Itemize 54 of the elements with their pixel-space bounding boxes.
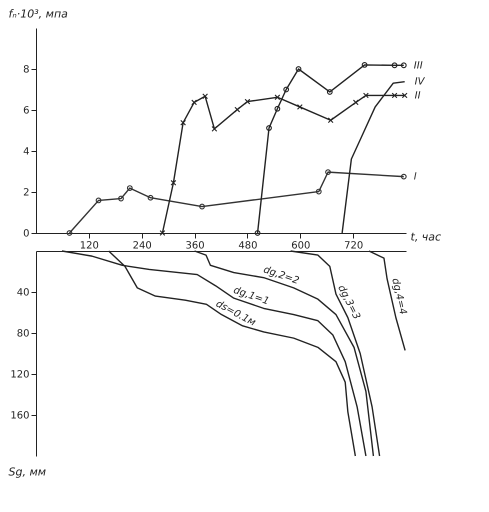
point [274,106,280,112]
point [402,92,408,98]
y-tick-label: 4 [23,146,30,158]
point [160,230,166,236]
point [352,100,359,106]
point [180,120,186,126]
point [244,98,250,104]
x-tick-label: 240 [132,240,152,252]
y-tick-label: 160 [10,410,30,422]
y-axis-title: fₙ·10³, мпа [8,8,68,20]
x-tick-label: 480 [238,240,258,252]
x-axis-title: t, час [410,230,442,244]
point [126,185,133,191]
point [96,198,102,204]
point [283,86,290,92]
point [316,188,322,194]
text: dg,4=4 [389,277,408,316]
point [212,126,218,132]
point [325,169,331,176]
y-tick-label: 6 [23,106,30,116]
point [363,92,369,98]
y-tick-label: 40 [16,288,30,298]
point [326,89,333,95]
point [392,62,398,68]
point [202,93,208,100]
series-label: II [414,90,421,102]
series-label: III [414,60,423,72]
x-tick-label: 600 [291,240,310,252]
point [266,125,272,131]
text: dg,2=2 [262,264,300,287]
text: dg,1=1 [232,284,270,308]
point [148,194,154,201]
point [328,117,334,124]
point [274,94,280,100]
x-tick-label: 360 [186,240,205,252]
point [362,62,368,68]
x-tick-label: 720 [344,240,364,252]
point [191,100,198,106]
series-label: IV [414,76,426,88]
series-label: I [414,172,417,183]
y-axis-title: Sg, мм [8,466,46,478]
y-tick-label: 120 [10,370,30,380]
y-tick-label: 2 [23,188,30,198]
y-tick-label: 80 [16,328,30,340]
point [118,196,124,202]
point [170,180,176,186]
y-tick-label: 8 [23,64,30,76]
point [296,104,303,110]
point [199,204,205,210]
point [234,106,240,112]
y-tick-label: 0 [23,228,30,240]
point [392,92,398,98]
point [296,66,302,72]
x-tick-label: 120 [80,240,99,252]
